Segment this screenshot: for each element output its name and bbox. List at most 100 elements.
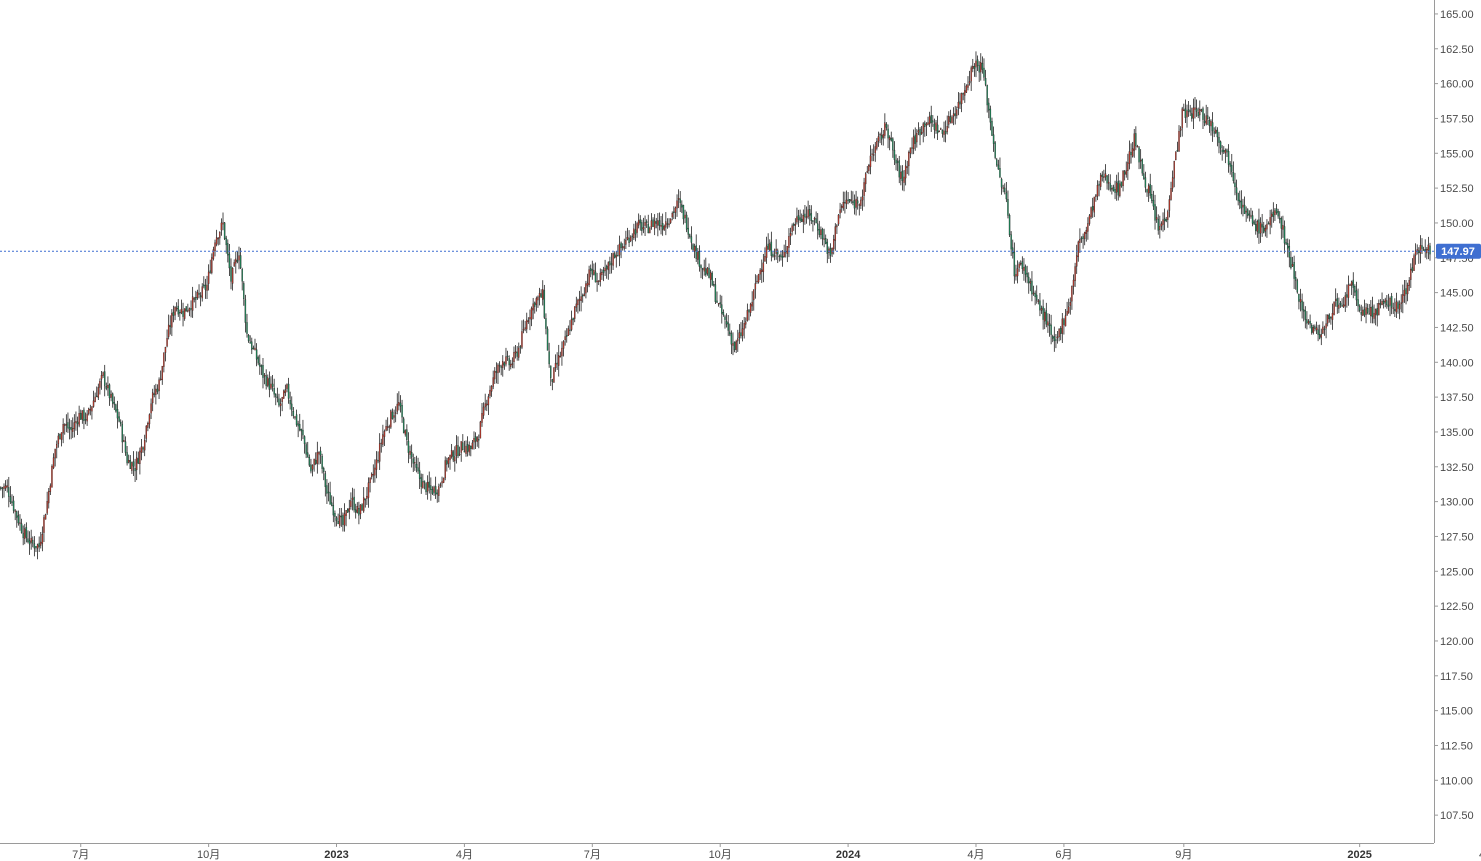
candle[interactable] bbox=[685, 211, 688, 233]
candle[interactable] bbox=[737, 329, 739, 352]
candle[interactable] bbox=[601, 269, 603, 280]
candle[interactable] bbox=[487, 393, 490, 416]
candle[interactable] bbox=[799, 209, 801, 223]
candle[interactable] bbox=[72, 417, 74, 438]
candle[interactable] bbox=[1136, 144, 1139, 148]
candle[interactable] bbox=[385, 419, 387, 432]
candle[interactable] bbox=[543, 284, 546, 320]
candle[interactable] bbox=[1408, 277, 1410, 291]
candle[interactable] bbox=[1223, 146, 1225, 155]
candle[interactable] bbox=[51, 464, 53, 488]
candle[interactable] bbox=[230, 258, 232, 290]
candle[interactable] bbox=[711, 271, 713, 286]
candle[interactable] bbox=[837, 214, 840, 226]
candle[interactable] bbox=[1227, 144, 1230, 173]
candle[interactable] bbox=[482, 402, 485, 419]
candle[interactable] bbox=[35, 546, 37, 553]
candle[interactable] bbox=[1330, 316, 1332, 325]
candle[interactable] bbox=[78, 405, 80, 428]
candle[interactable] bbox=[765, 236, 768, 264]
candle[interactable] bbox=[1221, 145, 1223, 161]
candle[interactable] bbox=[717, 303, 720, 307]
candle[interactable] bbox=[604, 259, 606, 277]
candle[interactable] bbox=[1079, 228, 1081, 253]
candle[interactable] bbox=[1390, 292, 1393, 315]
candle[interactable] bbox=[1179, 126, 1182, 138]
candle[interactable] bbox=[572, 317, 574, 326]
candle[interactable] bbox=[826, 238, 829, 264]
candle[interactable] bbox=[815, 211, 817, 224]
candle[interactable] bbox=[105, 382, 108, 391]
candle[interactable] bbox=[294, 416, 296, 420]
candle[interactable] bbox=[1029, 278, 1032, 292]
candle[interactable] bbox=[583, 287, 586, 297]
candle[interactable] bbox=[56, 440, 58, 459]
candle[interactable] bbox=[700, 264, 702, 279]
candle[interactable] bbox=[917, 122, 920, 136]
candle[interactable] bbox=[920, 125, 923, 135]
candle[interactable] bbox=[1205, 104, 1207, 126]
candle[interactable] bbox=[54, 448, 56, 467]
candle[interactable] bbox=[1301, 293, 1303, 319]
candle[interactable] bbox=[1091, 197, 1094, 218]
candle[interactable] bbox=[554, 354, 557, 372]
candle[interactable] bbox=[1083, 231, 1086, 246]
candle[interactable] bbox=[842, 191, 845, 211]
candle[interactable] bbox=[415, 455, 418, 473]
candle[interactable] bbox=[653, 214, 656, 236]
candle[interactable] bbox=[1036, 285, 1038, 304]
candle[interactable] bbox=[1207, 106, 1209, 125]
candle[interactable] bbox=[265, 369, 267, 390]
candle[interactable] bbox=[566, 328, 568, 343]
candle[interactable] bbox=[1159, 215, 1161, 239]
candle[interactable] bbox=[836, 223, 838, 234]
candle[interactable] bbox=[1170, 181, 1172, 201]
candle[interactable] bbox=[362, 487, 365, 513]
candle[interactable] bbox=[510, 359, 512, 370]
candle[interactable] bbox=[1360, 304, 1362, 322]
candle[interactable] bbox=[852, 191, 854, 206]
candle[interactable] bbox=[503, 361, 506, 370]
candle[interactable] bbox=[887, 124, 889, 149]
candle[interactable] bbox=[307, 441, 309, 458]
candle[interactable] bbox=[781, 249, 784, 267]
candle[interactable] bbox=[1320, 328, 1323, 346]
candle[interactable] bbox=[1277, 208, 1279, 219]
candle[interactable] bbox=[972, 58, 974, 73]
candle[interactable] bbox=[594, 262, 597, 283]
candle[interactable] bbox=[559, 351, 562, 358]
candle[interactable] bbox=[1355, 281, 1358, 306]
candle[interactable] bbox=[238, 246, 240, 270]
candle[interactable] bbox=[180, 299, 183, 315]
candle[interactable] bbox=[740, 322, 742, 339]
candle[interactable] bbox=[1026, 265, 1028, 284]
candle[interactable] bbox=[102, 371, 104, 378]
candle[interactable] bbox=[1115, 174, 1118, 201]
candle[interactable] bbox=[839, 202, 841, 219]
candle[interactable] bbox=[778, 254, 781, 262]
candle[interactable] bbox=[498, 361, 501, 373]
candle[interactable] bbox=[466, 436, 469, 457]
candle[interactable] bbox=[1325, 314, 1327, 339]
candle[interactable] bbox=[701, 267, 704, 280]
candle[interactable] bbox=[91, 406, 93, 420]
candle[interactable] bbox=[938, 130, 940, 133]
candle[interactable] bbox=[986, 84, 988, 113]
candle[interactable] bbox=[1288, 239, 1291, 268]
candle[interactable] bbox=[1314, 324, 1316, 332]
candle[interactable] bbox=[880, 127, 883, 146]
candle[interactable] bbox=[1010, 231, 1012, 256]
candle[interactable] bbox=[281, 396, 283, 412]
candle[interactable] bbox=[992, 126, 995, 152]
candle[interactable] bbox=[129, 455, 132, 470]
candle[interactable] bbox=[396, 393, 398, 415]
candle[interactable] bbox=[60, 432, 63, 447]
candle[interactable] bbox=[1144, 171, 1147, 193]
candle[interactable] bbox=[848, 199, 851, 204]
candle[interactable] bbox=[476, 436, 478, 447]
candle[interactable] bbox=[1189, 104, 1191, 117]
candle[interactable] bbox=[610, 253, 613, 274]
candle[interactable] bbox=[900, 165, 902, 186]
candle[interactable] bbox=[214, 239, 216, 257]
candle[interactable] bbox=[1004, 183, 1006, 195]
